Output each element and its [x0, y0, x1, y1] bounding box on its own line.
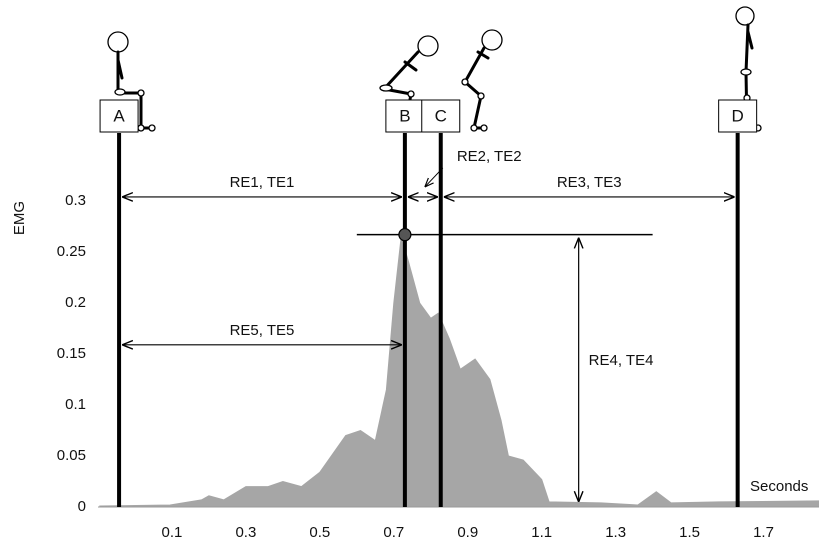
interval-label: RE3, TE3: [557, 174, 622, 191]
y-tick-label: 0.15: [57, 345, 86, 362]
event-label: D: [732, 106, 744, 125]
event-box: [99, 99, 139, 133]
y-tick-label: 0.2: [65, 294, 86, 311]
interval-label: RE5, TE5: [230, 322, 295, 339]
amplitude-label: RE4, TE4: [589, 352, 654, 369]
x-tick-label: 0.1: [162, 524, 183, 541]
event-label: A: [113, 106, 125, 125]
interval-label: RE1, TE1: [230, 174, 295, 191]
peak-marker: [398, 228, 412, 242]
figure-leaning-c: [461, 29, 503, 132]
x-tick-label: 1.3: [605, 524, 626, 541]
event-box: [718, 99, 758, 133]
x-tick-label: 1.7: [753, 524, 774, 541]
event-label: C: [435, 106, 447, 125]
y-tick-label: 0: [78, 498, 86, 515]
y-tick-label: 0.3: [65, 192, 86, 209]
event-box: [421, 99, 461, 133]
x-tick-label: 0.3: [235, 524, 256, 541]
x-tick-label: 0.7: [383, 524, 404, 541]
event-label: B: [399, 106, 410, 125]
x-tick-label: 1.1: [531, 524, 552, 541]
x-axis-label: Seconds: [750, 478, 808, 495]
x-tick-label: 0.5: [309, 524, 330, 541]
callout-arrow: [425, 167, 444, 187]
y-tick-label: 0.05: [57, 447, 86, 464]
figure-sitting: [107, 31, 156, 132]
interval-label: RE2, TE2: [457, 148, 522, 165]
area: [99, 236, 819, 508]
y-tick-label: 0.1: [65, 396, 86, 413]
x-tick-label: 1.5: [679, 524, 700, 541]
x-tick-label: 0.9: [457, 524, 478, 541]
y-tick-label: 0.25: [57, 243, 86, 260]
y-axis-label: EMG: [11, 201, 28, 235]
